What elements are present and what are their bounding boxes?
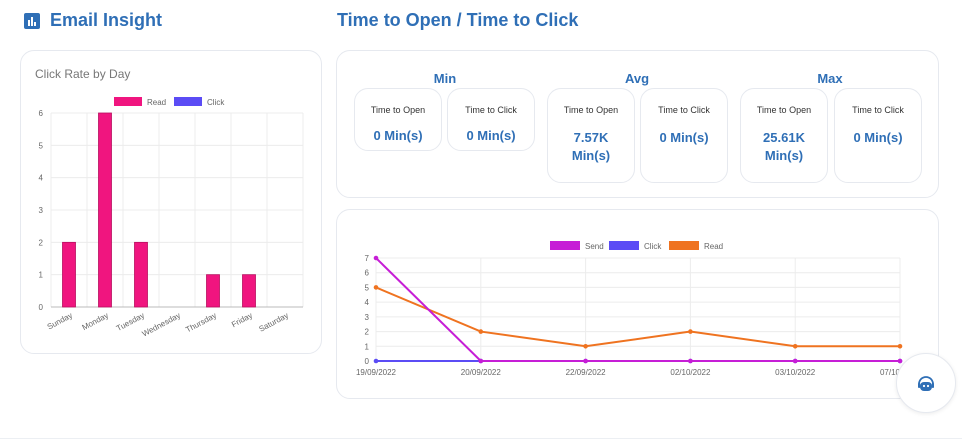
timeline-chart: Send Click Read 0 1 2 3 4 5 6 7 19/09/2022 20/09/202… xyxy=(356,241,921,377)
max-click-box: Time to Click 0 Min(s) xyxy=(834,88,922,183)
bar-chart-icon xyxy=(24,12,40,29)
series-point-click xyxy=(373,358,379,364)
page-title: Email Insight xyxy=(50,10,163,30)
y-tick-label: 5 xyxy=(39,141,44,150)
series-point-send xyxy=(688,358,693,364)
email-insight-header: Email Insight xyxy=(24,10,162,31)
y-tick-label: 6 xyxy=(39,109,44,118)
x-tick-label: 20/09/2022 xyxy=(461,368,502,377)
avg-click-box: Time to Click 0 Min(s) xyxy=(640,88,728,183)
y-tick-label: 3 xyxy=(365,313,370,322)
series-point-read xyxy=(688,329,693,334)
legend-swatch-click xyxy=(174,97,202,106)
legend-swatch-read xyxy=(669,241,699,250)
series-point-send xyxy=(478,358,484,364)
x-tick-label: Sunday xyxy=(46,311,74,332)
min-open-value: 0 Min(s) xyxy=(373,128,423,143)
y-tick-label: 4 xyxy=(39,174,44,183)
avg-open-box: Time to Open 7.57K Min(s) xyxy=(547,88,635,183)
bar-read-sunday xyxy=(62,241,76,308)
series-point-send xyxy=(897,358,903,364)
series-point-send xyxy=(792,358,798,364)
x-tick-label: 19/09/2022 xyxy=(356,368,397,377)
max-label: Max xyxy=(817,71,843,86)
min-open-box: Time to Open 0 Min(s) xyxy=(354,88,442,151)
legend-label-click: Click xyxy=(644,242,662,251)
bar-read-tuesday xyxy=(134,241,148,308)
y-tick-label: 0 xyxy=(365,357,370,366)
avg-open-label: Time to Open xyxy=(563,105,619,115)
legend-label-read: Read xyxy=(704,242,723,251)
max-click-value: 0 Min(s) xyxy=(853,130,903,145)
time-metrics-card: Min Avg Max Time to Open 0 Min(s) Time t… xyxy=(336,50,939,198)
avg-label: Avg xyxy=(624,71,650,86)
max-open-box: Time to Open 25.61K Min(s) xyxy=(740,88,828,183)
y-tick-label: 0 xyxy=(39,303,44,312)
y-tick-label: 2 xyxy=(39,238,44,247)
bottom-divider xyxy=(0,438,962,439)
avg-open-value: 7.57K Min(s) xyxy=(571,130,611,163)
series-point-read xyxy=(478,329,484,334)
x-tick-label: 03/10/2022 xyxy=(775,368,816,377)
series-point-read xyxy=(373,285,379,290)
max-open-label: Time to Open xyxy=(756,105,812,115)
x-tick-label: Wednesday xyxy=(141,311,182,339)
series-point-send xyxy=(373,255,379,261)
legend-label-send: Send xyxy=(585,242,604,251)
avg-click-value: 0 Min(s) xyxy=(659,130,709,145)
support-agent-icon xyxy=(918,376,934,391)
y-tick-label: 1 xyxy=(365,342,370,351)
section-title: Time to Open / Time to Click xyxy=(337,10,579,30)
click-rate-card: Click Rate by Day Read Click 0 1 2 3 4 5 6 Sunday… xyxy=(20,50,322,354)
series-line-read xyxy=(375,286,900,348)
y-tick-label: 7 xyxy=(365,254,370,263)
min-click-label: Time to Click xyxy=(465,105,517,115)
y-tick-label: 3 xyxy=(39,206,44,215)
min-click-box: Time to Click 0 Min(s) xyxy=(447,88,535,151)
x-tick-label: Monday xyxy=(81,311,110,332)
y-tick-label: 4 xyxy=(365,298,370,307)
x-tick-label: 02/10/2022 xyxy=(670,368,711,377)
y-tick-label: 6 xyxy=(365,269,370,278)
y-tick-label: 2 xyxy=(365,328,370,337)
x-tick-label: Saturday xyxy=(257,311,290,334)
max-open-value: 25.61K Min(s) xyxy=(763,130,805,163)
y-tick-label: 1 xyxy=(39,271,44,280)
legend-label-read: Read xyxy=(147,98,166,107)
bar-read-monday xyxy=(98,112,112,308)
series-point-read xyxy=(792,343,798,349)
min-open-label: Time to Open xyxy=(370,105,426,115)
series-point-read xyxy=(897,343,903,349)
legend-swatch-send xyxy=(550,241,580,250)
max-click-label: Time to Click xyxy=(852,105,904,115)
series-point-read xyxy=(583,343,588,349)
bar-read-friday xyxy=(242,274,256,308)
legend-label-click: Click xyxy=(207,98,225,107)
avg-click-label: Time to Click xyxy=(658,105,710,115)
y-tick-label: 5 xyxy=(365,283,370,292)
x-tick-label: Friday xyxy=(230,311,254,329)
chart-title: Click Rate by Day xyxy=(35,67,131,81)
legend-swatch-click xyxy=(609,241,639,250)
series-point-send xyxy=(583,358,588,364)
timeline-card: Send Click Read 0 1 2 3 4 5 6 7 19/09/2022 20/09/202… xyxy=(336,209,939,399)
min-click-value: 0 Min(s) xyxy=(466,128,516,143)
legend-swatch-read xyxy=(114,97,142,106)
min-label: Min xyxy=(433,71,457,86)
x-tick-label: 22/09/2022 xyxy=(566,368,607,377)
x-tick-label: Thursday xyxy=(184,311,218,335)
series-line-send xyxy=(375,257,900,362)
bar-read-thursday xyxy=(206,274,220,308)
help-button[interactable] xyxy=(896,353,956,413)
